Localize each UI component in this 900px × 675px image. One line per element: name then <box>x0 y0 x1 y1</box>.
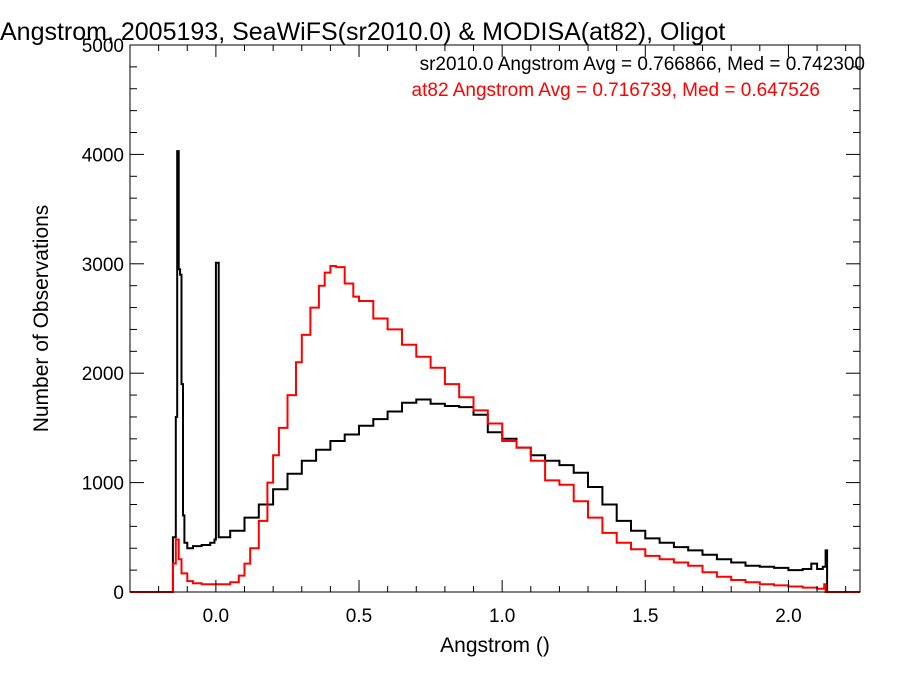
x-tick-label: 1.5 <box>632 606 658 627</box>
x-tick-label: 2.0 <box>775 606 801 627</box>
y-axis-ticks: 0 1000 2000 3000 4000 5000 <box>82 36 860 604</box>
y-tick-label: 0 <box>113 583 124 604</box>
y-tick-label: 4000 <box>82 145 124 166</box>
y-tick-label: 3000 <box>82 255 124 276</box>
y-tick-label: 2000 <box>82 364 124 385</box>
y-tick-label: 1000 <box>82 474 124 495</box>
y-axis-label: Number of Observations <box>30 205 53 433</box>
plot-area: 0.0 0.5 1.0 1.5 2.0 0 1000 2000 3000 4000 5000 <box>82 36 861 627</box>
plot-frame <box>129 44 861 593</box>
x-tick-label: 0.5 <box>346 606 372 627</box>
legend-line-at82: at82 Angstrom Avg = 0.716739, Med = 0.64… <box>412 80 820 101</box>
legend-line-sr2010: sr2010.0 Angstrom Avg = 0.766866, Med = … <box>420 54 865 75</box>
x-tick-label: 0.0 <box>203 606 229 627</box>
y-tick-label: 5000 <box>82 36 124 57</box>
x-axis-ticks: 0.0 0.5 1.0 1.5 2.0 <box>158 45 847 627</box>
series-layer <box>130 150 860 593</box>
series-line-0 <box>130 150 860 593</box>
x-tick-label: 1.0 <box>489 606 515 627</box>
x-axis-label: Angstrom () <box>440 634 550 657</box>
series-line-1 <box>130 265 860 593</box>
chart-title: Angstrom, 2005193, SeaWiFS(sr2010.0) & M… <box>0 18 725 46</box>
